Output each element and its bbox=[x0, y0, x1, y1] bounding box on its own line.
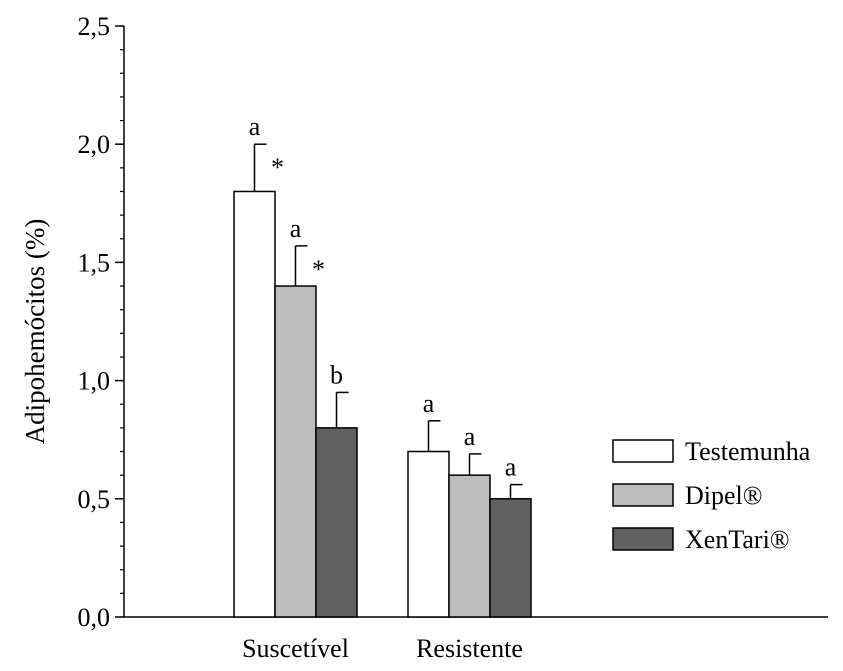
significance-letter: a bbox=[423, 389, 435, 418]
y-tick-label: 2,0 bbox=[78, 130, 111, 159]
legend-swatch bbox=[612, 483, 674, 507]
legend-swatch bbox=[612, 439, 674, 463]
y-tick-label: 0,0 bbox=[78, 603, 111, 632]
error-bars bbox=[253, 143, 523, 499]
category-label: Resistente bbox=[416, 634, 523, 663]
legend-label: XenTari® bbox=[685, 525, 790, 554]
bar bbox=[233, 190, 276, 618]
y-tick-label: 2,5 bbox=[78, 12, 111, 41]
y-ticks: 0,0 0,5 1,0 1,5 2,0 2,5 bbox=[78, 12, 124, 632]
legend-swatch bbox=[612, 527, 674, 551]
y-tick-label: 0,5 bbox=[78, 485, 111, 514]
y-axis-label: Adipohemócitos (%) bbox=[20, 219, 50, 445]
category-labels: Suscetível Resistente bbox=[242, 634, 523, 663]
significance-star: * bbox=[271, 153, 284, 182]
significance-letter: a bbox=[464, 422, 476, 451]
bars bbox=[233, 190, 532, 618]
legend: Testemunha Dipel® XenTari® bbox=[612, 437, 811, 554]
bar bbox=[407, 450, 450, 618]
bar bbox=[448, 474, 491, 618]
legend-label: Testemunha bbox=[685, 437, 811, 466]
bar bbox=[489, 498, 532, 618]
category-label: Suscetível bbox=[242, 634, 349, 663]
y-tick-label: 1,5 bbox=[78, 248, 111, 277]
significance-letter: a bbox=[290, 214, 302, 243]
significance-letter: b bbox=[330, 360, 343, 389]
significance-letter: a bbox=[505, 453, 517, 482]
legend-label: Dipel® bbox=[685, 481, 763, 510]
significance-letter: a bbox=[249, 112, 261, 141]
significance-star: * bbox=[312, 255, 325, 284]
y-tick-label: 1,0 bbox=[78, 367, 111, 396]
bar bbox=[315, 427, 358, 618]
bar bbox=[274, 285, 317, 618]
